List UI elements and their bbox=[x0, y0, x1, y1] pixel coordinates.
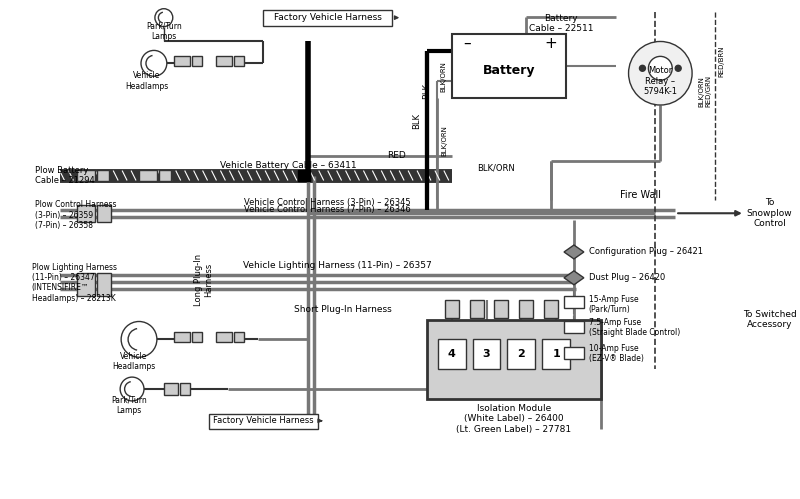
Text: Vehicle Lighting Harness (11-Pin) – 26357: Vehicle Lighting Harness (11-Pin) – 2635… bbox=[243, 261, 432, 270]
Circle shape bbox=[120, 377, 144, 401]
Text: To Switched
Accessory: To Switched Accessory bbox=[742, 310, 797, 329]
Bar bbox=[209, 414, 318, 429]
Text: 4: 4 bbox=[448, 349, 456, 359]
Text: Motor
Relay –
5794K-1: Motor Relay – 5794K-1 bbox=[643, 66, 678, 96]
Text: BLK/ORN: BLK/ORN bbox=[698, 76, 704, 107]
Text: 2: 2 bbox=[518, 349, 525, 359]
Text: 10-Amp Fuse
(EZ-V® Blade): 10-Amp Fuse (EZ-V® Blade) bbox=[589, 344, 644, 363]
Text: Vehicle
Headlamps: Vehicle Headlamps bbox=[113, 351, 156, 371]
Text: Vehicle Control Harness (7-Pin) – 26346: Vehicle Control Harness (7-Pin) – 26346 bbox=[244, 205, 411, 214]
Text: RED/BRN: RED/BRN bbox=[718, 45, 724, 77]
Bar bbox=[564, 347, 584, 359]
Text: To
Snowplow
Control: To Snowplow Control bbox=[746, 199, 792, 228]
Text: Long Plug-In
Harness: Long Plug-In Harness bbox=[194, 253, 214, 306]
Text: Isolation Module
(White Label) – 26400
(Lt. Green Label) – 27781: Isolation Module (White Label) – 26400 (… bbox=[456, 404, 571, 434]
Bar bbox=[192, 332, 202, 342]
Bar bbox=[234, 332, 244, 342]
Bar bbox=[564, 296, 584, 307]
Text: Park/Turn
Lamps: Park/Turn Lamps bbox=[111, 395, 147, 415]
Text: Plow Battery
Cable – 21294: Plow Battery Cable – 21294 bbox=[34, 166, 94, 185]
Circle shape bbox=[155, 8, 173, 26]
Bar bbox=[78, 273, 95, 296]
Text: BLK: BLK bbox=[422, 83, 431, 99]
Bar bbox=[564, 321, 584, 333]
Bar bbox=[217, 332, 232, 342]
Text: 1: 1 bbox=[552, 349, 560, 359]
Bar bbox=[174, 332, 190, 342]
Bar bbox=[78, 170, 95, 182]
Text: BLK/ORN: BLK/ORN bbox=[478, 163, 515, 172]
Bar bbox=[438, 339, 466, 369]
Bar bbox=[544, 299, 558, 317]
Bar bbox=[542, 339, 570, 369]
Bar bbox=[298, 170, 310, 182]
Text: Vehicle Control Harness (3-Pin) – 26345: Vehicle Control Harness (3-Pin) – 26345 bbox=[244, 198, 411, 207]
Text: 15-Amp Fuse
(Park/Turn): 15-Amp Fuse (Park/Turn) bbox=[589, 295, 638, 314]
Text: Configuration Plug – 26421: Configuration Plug – 26421 bbox=[589, 248, 703, 256]
Text: Plow Control Harness
(3-Pin) – 26359
(7-Pin) – 26358: Plow Control Harness (3-Pin) – 26359 (7-… bbox=[34, 200, 116, 230]
Circle shape bbox=[141, 50, 167, 76]
Text: Short Plug-In Harness: Short Plug-In Harness bbox=[294, 305, 391, 314]
Polygon shape bbox=[564, 271, 584, 285]
Bar bbox=[494, 299, 509, 317]
Text: Battery: Battery bbox=[482, 64, 535, 77]
Text: 3: 3 bbox=[482, 349, 490, 359]
Bar bbox=[234, 56, 244, 66]
Text: RED: RED bbox=[387, 151, 406, 160]
Text: RED/GRN: RED/GRN bbox=[705, 75, 711, 107]
Text: BLK/ORN: BLK/ORN bbox=[442, 125, 448, 156]
Bar bbox=[98, 273, 111, 296]
Bar bbox=[445, 299, 458, 317]
Text: Factory Vehicle Harness: Factory Vehicle Harness bbox=[213, 416, 314, 425]
Circle shape bbox=[649, 56, 672, 80]
Bar bbox=[217, 56, 232, 66]
Text: Factory Vehicle Harness: Factory Vehicle Harness bbox=[274, 13, 382, 22]
Text: Battery
Cable – 22511: Battery Cable – 22511 bbox=[529, 13, 594, 33]
Bar bbox=[473, 339, 501, 369]
Bar bbox=[263, 9, 392, 25]
Bar bbox=[78, 205, 95, 222]
Text: +: + bbox=[545, 36, 558, 51]
Bar bbox=[427, 319, 601, 399]
Text: Fire Wall: Fire Wall bbox=[620, 191, 661, 201]
Circle shape bbox=[675, 65, 681, 71]
Bar bbox=[174, 56, 190, 66]
Bar bbox=[159, 170, 170, 182]
Text: 7.5-Amp Fuse
(Straight Blade Control): 7.5-Amp Fuse (Straight Blade Control) bbox=[589, 318, 680, 337]
Bar bbox=[180, 383, 190, 395]
Text: –: – bbox=[463, 36, 470, 51]
Circle shape bbox=[629, 41, 692, 105]
Bar bbox=[98, 170, 110, 182]
Polygon shape bbox=[564, 245, 584, 259]
Text: BLK: BLK bbox=[413, 113, 422, 129]
Text: Dust Plug – 26420: Dust Plug – 26420 bbox=[589, 273, 665, 282]
Bar bbox=[192, 56, 202, 66]
Bar bbox=[507, 339, 535, 369]
Text: Vehicle Battery Cable – 63411: Vehicle Battery Cable – 63411 bbox=[220, 161, 356, 170]
Text: Park/Turn
Lamps: Park/Turn Lamps bbox=[146, 22, 182, 41]
Bar bbox=[98, 205, 111, 222]
Text: BLK/ORN: BLK/ORN bbox=[441, 61, 447, 92]
Text: Plow Lighting Harness
(11-Pin) – 26347
(INTENSIFIRE™
Headlamps) – 28213K: Plow Lighting Harness (11-Pin) – 26347 (… bbox=[32, 262, 117, 303]
Circle shape bbox=[639, 65, 646, 71]
Bar bbox=[519, 299, 534, 317]
Bar bbox=[164, 383, 178, 395]
Text: Vehicle
Headlamps: Vehicle Headlamps bbox=[126, 71, 169, 91]
Bar bbox=[452, 33, 566, 98]
Circle shape bbox=[121, 321, 157, 357]
Bar bbox=[139, 170, 157, 182]
Bar bbox=[470, 299, 483, 317]
